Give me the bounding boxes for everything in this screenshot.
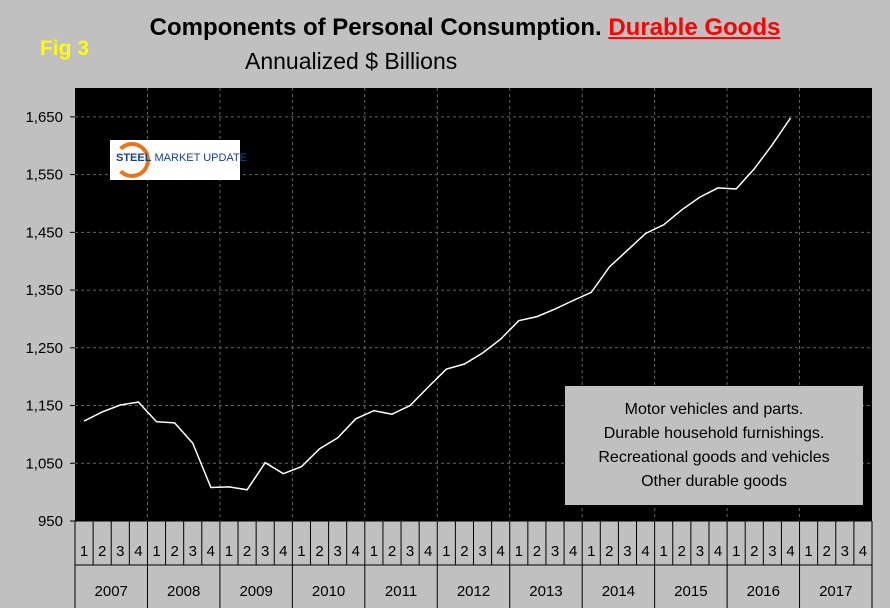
x-tick-quarter: 1 (297, 543, 305, 560)
logo-word1: STEEL (116, 152, 152, 164)
x-tick-quarter: 2 (388, 543, 396, 560)
x-tick-quarter: 1 (515, 543, 523, 560)
x-tick-quarter: 3 (623, 543, 631, 560)
logo-word2: MARKET UPDATE (154, 152, 248, 164)
x-tick-year: 2007 (95, 583, 128, 600)
x-tick-year: 2009 (239, 583, 272, 600)
steel-market-update-logo: STEEL MARKET UPDATE (110, 140, 247, 180)
y-tick-label: 1,150 (25, 398, 63, 415)
x-tick-quarter: 3 (841, 543, 849, 560)
legend-line: Other durable goods (641, 472, 787, 490)
series-line-durable-goods (83, 117, 792, 491)
x-tick-quarter: 4 (207, 543, 215, 560)
x-tick-quarter: 3 (696, 543, 704, 560)
x-tick-year: 2008 (167, 583, 200, 600)
title-main: Components of Personal Consumption. (149, 14, 602, 41)
chart-subtitle: Annualized $ Billions (245, 48, 458, 74)
x-tick-quarter: 4 (424, 543, 432, 560)
x-tick-year: 2016 (747, 583, 780, 600)
x-tick-quarter: 1 (370, 543, 378, 560)
x-tick-quarter: 1 (152, 543, 160, 560)
x-tick-quarter: 3 (261, 543, 269, 560)
x-tick-quarter: 1 (732, 543, 740, 560)
x-tick-year: 2013 (529, 583, 562, 600)
x-tick-year: 2011 (385, 583, 417, 600)
x-tick-quarter: 1 (804, 543, 812, 560)
x-tick-quarter: 2 (460, 543, 468, 560)
x-tick-quarter: 2 (823, 543, 831, 560)
x-tick-year: 2010 (312, 583, 345, 600)
x-tick-quarter: 3 (551, 543, 559, 560)
title-highlight: Durable Goods (608, 14, 781, 41)
chart-title: Components of Personal Consumption. Dura… (0, 14, 890, 42)
y-tick-label: 1,050 (25, 455, 63, 472)
x-tick-quarter: 2 (750, 543, 758, 560)
y-tick-label: 1,650 (25, 109, 63, 126)
x-tick-year: 2015 (674, 583, 707, 600)
x-tick-quarter: 1 (660, 543, 668, 560)
y-tick-label: 1,450 (25, 224, 63, 241)
x-tick-year: 2017 (819, 583, 852, 600)
x-tick-quarter: 3 (189, 543, 197, 560)
x-tick-quarter: 2 (170, 543, 178, 560)
legend-line: Recreational goods and vehicles (598, 448, 830, 466)
x-tick-quarter: 4 (714, 543, 722, 560)
x-tick-quarter: 1 (587, 543, 595, 560)
logo-text: STEEL MARKET UPDATE (116, 152, 247, 164)
y-tick-label: 1,250 (25, 340, 63, 357)
x-tick-year: 2014 (602, 583, 635, 600)
x-tick-quarter: 4 (279, 543, 287, 560)
x-tick-quarter: 1 (442, 543, 450, 560)
legend-line: Durable household furnishings. (603, 424, 825, 442)
legend-box: Motor vehicles and parts. Durable househ… (565, 386, 863, 505)
x-tick-quarter: 3 (333, 543, 341, 560)
x-tick-quarter: 1 (225, 543, 233, 560)
x-tick-quarter: 2 (605, 543, 613, 560)
x-tick-quarter: 1 (80, 543, 88, 560)
x-tick-quarter: 3 (116, 543, 124, 560)
x-tick-quarter: 3 (768, 543, 776, 560)
x-tick-quarter: 2 (315, 543, 323, 560)
x-tick-quarter: 4 (786, 543, 794, 560)
figure-label: Fig 3 (40, 37, 90, 60)
x-tick-quarter: 3 (406, 543, 414, 560)
x-tick-quarter: 3 (478, 543, 486, 560)
x-tick-quarter: 4 (641, 543, 649, 560)
x-tick-quarter: 4 (859, 543, 867, 560)
x-tick-quarter: 4 (352, 543, 360, 560)
x-tick-quarter: 4 (134, 543, 142, 560)
logo-arc-icon (114, 142, 150, 178)
y-tick-label: 1,550 (25, 167, 63, 184)
x-tick-quarter: 2 (243, 543, 251, 560)
legend-line: Motor vehicles and parts. (624, 400, 804, 418)
x-tick-quarter: 4 (496, 543, 504, 560)
x-tick-quarter: 2 (533, 543, 541, 560)
x-tick-quarter: 2 (98, 543, 106, 560)
y-tick-label: 1,350 (25, 282, 63, 299)
x-tick-quarter: 2 (678, 543, 686, 560)
x-tick-quarter: 4 (569, 543, 577, 560)
y-tick-label: 950 (38, 513, 63, 530)
x-tick-year: 2012 (457, 583, 490, 600)
